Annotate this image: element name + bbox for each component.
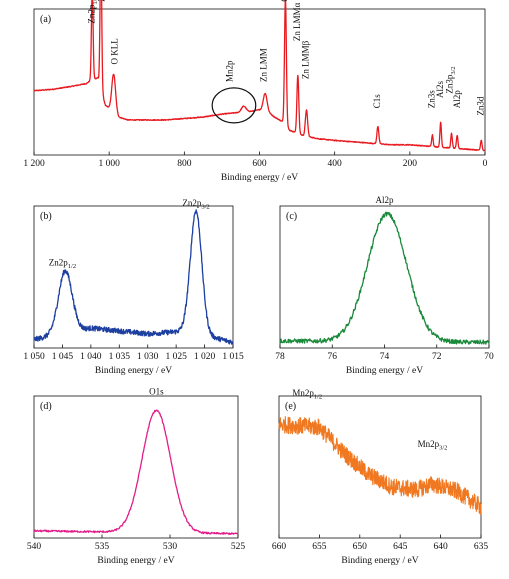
- panel-d-o1s: 540 535 530 525 Binding energy / eV (d) O1s: [27, 387, 246, 566]
- x-tick-label: 660: [272, 542, 287, 552]
- peak-label: Zn LMM: [258, 48, 268, 82]
- peak-label: Al2p: [452, 90, 462, 109]
- x-tick-label: 1 035: [109, 352, 131, 362]
- spectrum-line: [33, 209, 234, 345]
- spectrum-line: [279, 211, 490, 345]
- panel-b-zn2p: 1 050 1 045 1 040 1 035 1 030 1 025 1 020 1 015…: [23, 198, 244, 376]
- peak-label: Zn3d: [475, 96, 485, 115]
- x-axis-title: Binding energy / eV: [95, 366, 172, 376]
- peak-label: Al2p: [376, 195, 395, 205]
- x-tick-label: 1 200: [23, 159, 45, 169]
- peak-label: Zn3s: [427, 90, 437, 108]
- x-tick-label: 400: [328, 159, 343, 169]
- peak-label: O KLL: [109, 38, 119, 64]
- x-tick-label: 74: [380, 352, 390, 362]
- panel-c-al2p: 78 76 74 72 70 Binding energy / eV (c) Al2p: [275, 195, 494, 376]
- x-tick-label: 76: [328, 352, 338, 362]
- x-tick-label: 635: [474, 542, 489, 552]
- x-tick-label: 200: [403, 159, 418, 169]
- peak-label: Zn LMMβ: [300, 40, 310, 79]
- mn2p-highlight-ellipse: [211, 87, 257, 124]
- x-axis-title: Binding energy / eV: [221, 173, 298, 183]
- x-tick-label: 800: [177, 159, 192, 169]
- peak-label: Zn2p1/2: [49, 258, 76, 271]
- x-tick-label: 600: [252, 159, 267, 169]
- peak-label: Zn2p3/2: [182, 198, 209, 211]
- panel-label: (b): [40, 211, 52, 222]
- panel-e-mn2p: 660 655 650 645 640 635 Binding energy / eV (e)…: [272, 388, 489, 566]
- x-tick-label: 70: [484, 352, 494, 362]
- peak-label: Mn2p: [224, 60, 234, 82]
- plot-frame: [278, 395, 482, 539]
- x-tick-label: 1 040: [80, 352, 102, 362]
- x-tick-label: 655: [312, 542, 327, 552]
- x-tick-label: 640: [433, 542, 448, 552]
- panel-label: (c): [286, 211, 297, 222]
- x-axis-title: Binding energy / eV: [346, 366, 423, 376]
- x-tick-label: 72: [432, 352, 442, 362]
- peak-label: Zn3p3/2: [445, 66, 458, 93]
- panel-label: (e): [285, 401, 296, 412]
- x-tick-label: 535: [95, 542, 110, 552]
- x-tick-label: 1 025: [165, 352, 187, 362]
- x-tick-label: 650: [353, 542, 368, 552]
- x-tick-label: 540: [27, 542, 42, 552]
- spectrum-line: [278, 416, 482, 515]
- peak-label: Zn2p3/2: [97, 0, 110, 2]
- x-tick-label: 1 015: [222, 352, 244, 362]
- peak-label: C1s: [372, 94, 382, 109]
- peak-label: Zn2p1/2: [87, 0, 100, 24]
- peak-label: Mn2p1/2: [292, 388, 322, 401]
- spectrum-line: [33, 0, 486, 152]
- x-tick-label: 530: [163, 542, 178, 552]
- panel-a-survey: 1 200 1 000 800 600 400 200 0 Binding energy / …: [23, 0, 488, 183]
- x-tick-label: 525: [231, 542, 246, 552]
- x-tick-label: 1 030: [137, 352, 159, 362]
- x-tick-label: 1 000: [98, 159, 120, 169]
- x-axis-title: Binding energy / eV: [97, 556, 174, 566]
- plot-frame: [33, 205, 234, 349]
- peak-label: Mn2p3/2: [418, 439, 448, 452]
- x-tick-label: 1 045: [52, 352, 74, 362]
- peak-label: Zn LMMα: [292, 2, 302, 41]
- peak-label: O1s: [280, 0, 290, 2]
- x-tick-label: 645: [393, 542, 408, 552]
- plot-frame: [33, 395, 239, 539]
- peak-label: O1s: [149, 387, 164, 397]
- x-tick-label: 78: [275, 352, 285, 362]
- x-tick-label: 1 020: [194, 352, 216, 362]
- peak-label: Al2s: [435, 81, 445, 99]
- panel-label: (d): [40, 401, 52, 412]
- panel-label: (a): [40, 14, 51, 25]
- x-tick-label: 0: [483, 159, 488, 169]
- x-tick-label: 1 050: [23, 352, 45, 362]
- spectrum-line: [33, 409, 239, 536]
- x-axis-title: Binding energy / eV: [341, 556, 418, 566]
